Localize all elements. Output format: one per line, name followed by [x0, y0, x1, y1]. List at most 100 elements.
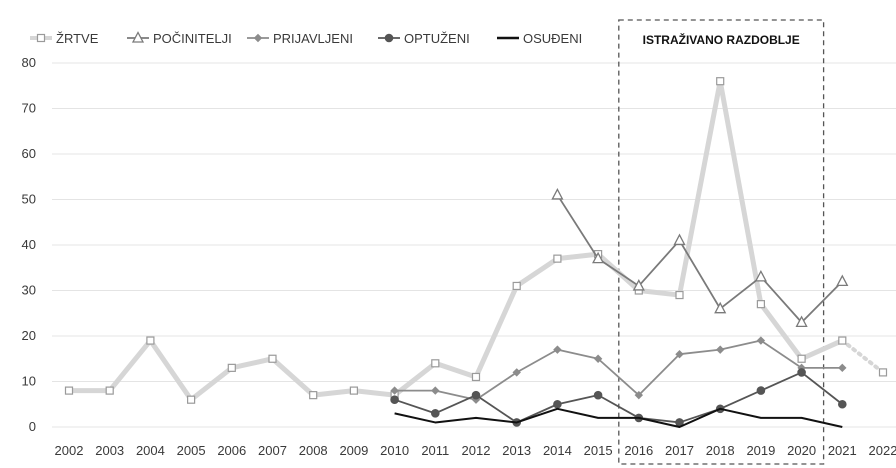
x-tick-label: 2022 [869, 443, 896, 458]
legend: ŽRTVE POČINITELJI PRIJAVLJENI OPTUŽENI OSUĐE… [30, 31, 582, 46]
x-tick-label: 2008 [299, 443, 328, 458]
x-axis: 2002 2003 2004 2005 2006 2007 2008 2009 2010 2011… [55, 443, 896, 458]
research-period-label: ISTRAŽIVANO RAZDOBLJE [643, 32, 800, 47]
series-group [64, 77, 888, 428]
series-line [394, 371, 843, 424]
data-point [471, 372, 481, 382]
x-tick-label: 2004 [136, 443, 165, 458]
x-tick-label: 2021 [828, 443, 857, 458]
x-tick-label: 2018 [706, 443, 735, 458]
data-point [797, 354, 806, 363]
series-line [556, 194, 843, 324]
y-tick-label: 30 [22, 283, 36, 298]
data-point [838, 399, 847, 409]
x-tick-label: 2014 [543, 443, 572, 458]
data-point [838, 336, 847, 345]
x-tick-label: 2016 [624, 443, 653, 458]
data-point [553, 399, 562, 409]
y-tick-label: 0 [29, 419, 36, 434]
data-point [64, 386, 74, 395]
series-počinitelji [551, 188, 849, 328]
data-point [268, 354, 277, 363]
y-tick-label: 80 [22, 55, 36, 70]
data-point [512, 368, 521, 377]
data-point [673, 233, 686, 246]
data-point [593, 390, 603, 400]
data-point [714, 301, 727, 314]
x-tick-label: 2010 [380, 443, 409, 458]
data-point [553, 345, 562, 354]
series-line-projection [840, 338, 885, 375]
data-point [675, 290, 684, 300]
y-tick-label: 70 [22, 101, 36, 116]
data-point [797, 368, 806, 377]
data-point [431, 359, 440, 368]
data-point [36, 33, 46, 43]
y-tick-label: 40 [22, 237, 36, 252]
legend-label: POČINITELJI [153, 31, 232, 46]
data-point [756, 336, 766, 345]
x-tick-label: 2015 [584, 443, 613, 458]
legend-label: PRIJAVLJENI [273, 31, 353, 46]
data-point [795, 315, 808, 328]
data-point [754, 269, 767, 282]
data-point [756, 386, 766, 395]
legend-item: OPTUŽENI [378, 31, 470, 46]
gridlines [52, 62, 896, 428]
data-point [632, 279, 645, 291]
data-point [253, 33, 263, 43]
legend-label: OPTUŽENI [404, 31, 470, 46]
data-point [146, 336, 155, 345]
data-point [878, 368, 888, 377]
data-point [716, 77, 725, 86]
data-point [309, 391, 318, 400]
y-tick-label: 10 [22, 374, 36, 389]
data-point [551, 188, 564, 200]
data-point [836, 274, 849, 287]
data-point [715, 345, 725, 354]
data-point [131, 31, 145, 43]
data-point [390, 386, 399, 395]
series-line [69, 78, 844, 403]
data-point [593, 354, 603, 363]
data-point [227, 363, 236, 372]
legend-item: OSUĐENI [497, 31, 582, 46]
data-point [838, 363, 847, 373]
research-period-box: ISTRAŽIVANO RAZDOBLJE [618, 19, 825, 465]
y-tick-label: 50 [22, 192, 36, 207]
y-axis: 0 10 20 30 40 50 60 70 80 [22, 55, 36, 434]
research-period-frame [618, 19, 825, 465]
x-tick-label: 2011 [421, 443, 449, 458]
x-tick-label: 2006 [217, 443, 246, 458]
y-tick-label: 20 [22, 328, 36, 343]
series-žrtve [64, 77, 888, 404]
data-point [349, 386, 358, 395]
x-tick-label: 2005 [177, 443, 206, 458]
x-tick-label: 2002 [55, 443, 84, 458]
data-point [592, 251, 605, 264]
data-point [187, 395, 196, 404]
legend-label: ŽRTVE [56, 31, 99, 46]
x-tick-label: 2012 [462, 443, 491, 458]
x-tick-label: 2019 [746, 443, 775, 458]
y-tick-label: 60 [22, 146, 36, 161]
x-tick-label: 2003 [95, 443, 124, 458]
data-point [471, 390, 481, 400]
x-tick-label: 2009 [339, 443, 368, 458]
x-tick-label: 2007 [258, 443, 287, 458]
data-point [390, 395, 399, 405]
data-point [512, 281, 521, 291]
series-osuđeni [394, 407, 843, 428]
data-point [756, 300, 766, 309]
series-line [394, 407, 843, 428]
data-point [431, 386, 440, 395]
data-point [675, 349, 684, 359]
data-point [384, 33, 394, 43]
data-point [431, 409, 440, 418]
x-tick-label: 2020 [787, 443, 816, 458]
data-point [105, 386, 114, 395]
legend-item: POČINITELJI [127, 31, 232, 46]
data-point [634, 390, 644, 400]
data-point [553, 254, 562, 263]
